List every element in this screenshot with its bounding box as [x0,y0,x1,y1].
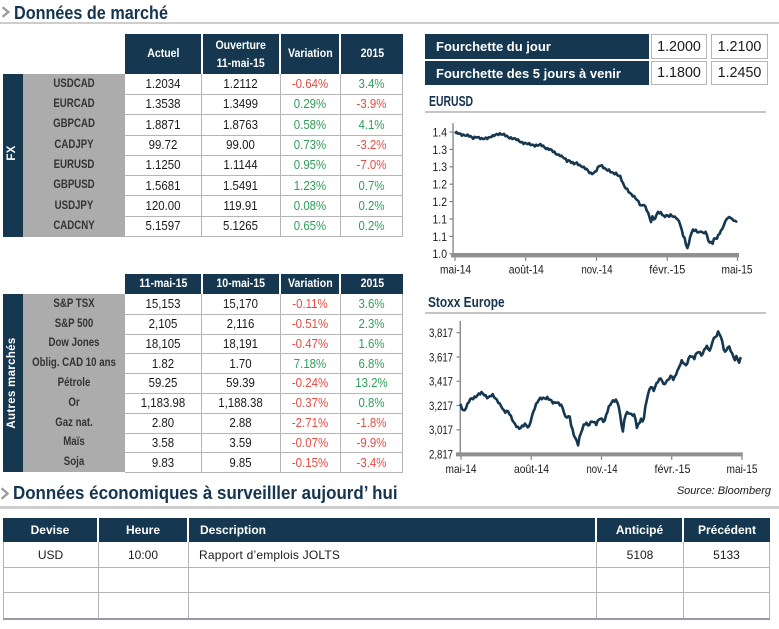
svg-text:mai-14: mai-14 [446,462,477,476]
svg-text:août-14: août-14 [514,462,549,476]
svg-text:nov.-14: nov.-14 [587,462,618,476]
svg-text:1.3: 1.3 [433,143,448,157]
svg-text:1.0: 1.0 [433,247,448,261]
svg-text:1.4: 1.4 [433,125,448,139]
svg-text:2,817: 2,817 [429,448,453,462]
svg-text:3,017: 3,017 [429,423,453,437]
svg-text:3,617: 3,617 [429,350,453,364]
svg-text:1.1: 1.1 [433,230,448,244]
svg-text:août-14: août-14 [509,263,544,277]
svg-text:3,817: 3,817 [429,326,453,340]
svg-text:3,417: 3,417 [429,375,453,389]
svg-text:1.2: 1.2 [433,178,448,192]
svg-text:févr.-15: févr.-15 [649,263,685,277]
svg-text:1.1: 1.1 [433,212,448,226]
svg-text:févr.-15: févr.-15 [655,462,691,476]
svg-text:mai-15: mai-15 [722,263,753,277]
svg-text:mai-14: mai-14 [440,263,471,277]
svg-text:nov.-14: nov.-14 [582,263,613,277]
svg-text:1.3: 1.3 [433,160,448,174]
svg-text:1.2: 1.2 [433,195,448,209]
svg-text:3,217: 3,217 [429,399,453,413]
svg-text:mai-15: mai-15 [727,462,758,476]
